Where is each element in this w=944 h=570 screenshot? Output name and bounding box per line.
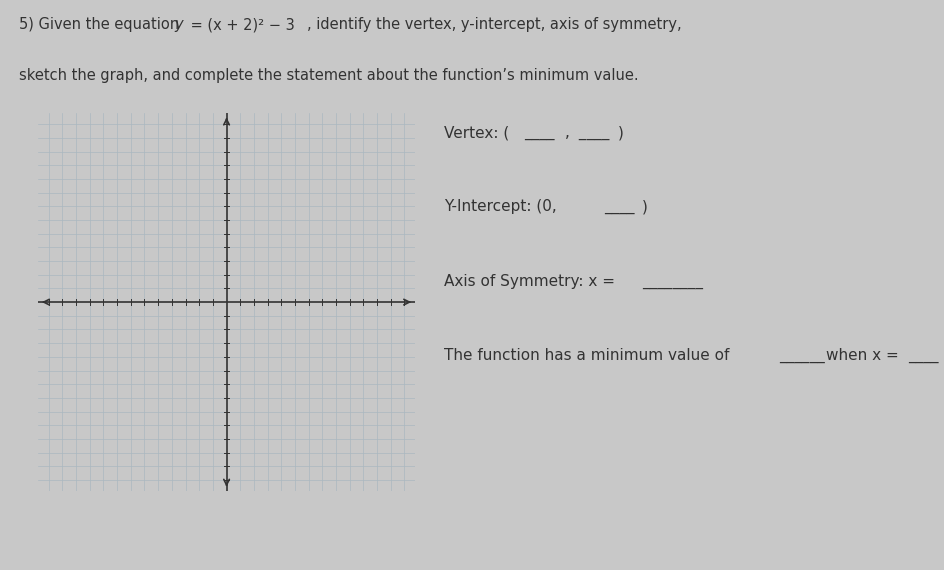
Text: when x =: when x = — [826, 348, 899, 363]
Text: ,: , — [565, 125, 569, 140]
Text: y: y — [175, 17, 183, 32]
Text: ): ) — [618, 125, 624, 140]
Text: 5) Given the equation: 5) Given the equation — [19, 17, 188, 32]
Text: ____: ____ — [604, 200, 634, 214]
Text: sketch the graph, and complete the statement about the function’s minimum value.: sketch the graph, and complete the state… — [19, 68, 638, 83]
Text: ________: ________ — [642, 274, 703, 288]
Text: Axis of Symmetry: x =: Axis of Symmetry: x = — [444, 274, 619, 288]
Text: ______: ______ — [779, 348, 824, 363]
Text: = (x + 2)² − 3: = (x + 2)² − 3 — [186, 17, 295, 32]
Text: , identify the vertex, y-intercept, axis of symmetry,: , identify the vertex, y-intercept, axis… — [307, 17, 682, 32]
Text: The function has a minimum value of: The function has a minimum value of — [444, 348, 729, 363]
Text: ____: ____ — [524, 125, 554, 140]
Text: Vertex: (: Vertex: ( — [444, 125, 514, 140]
Text: ): ) — [642, 200, 648, 214]
Text: ____: ____ — [574, 125, 609, 140]
Text: ____: ____ — [908, 348, 938, 363]
Text: Y-Intercept: (0,: Y-Intercept: (0, — [444, 200, 562, 214]
